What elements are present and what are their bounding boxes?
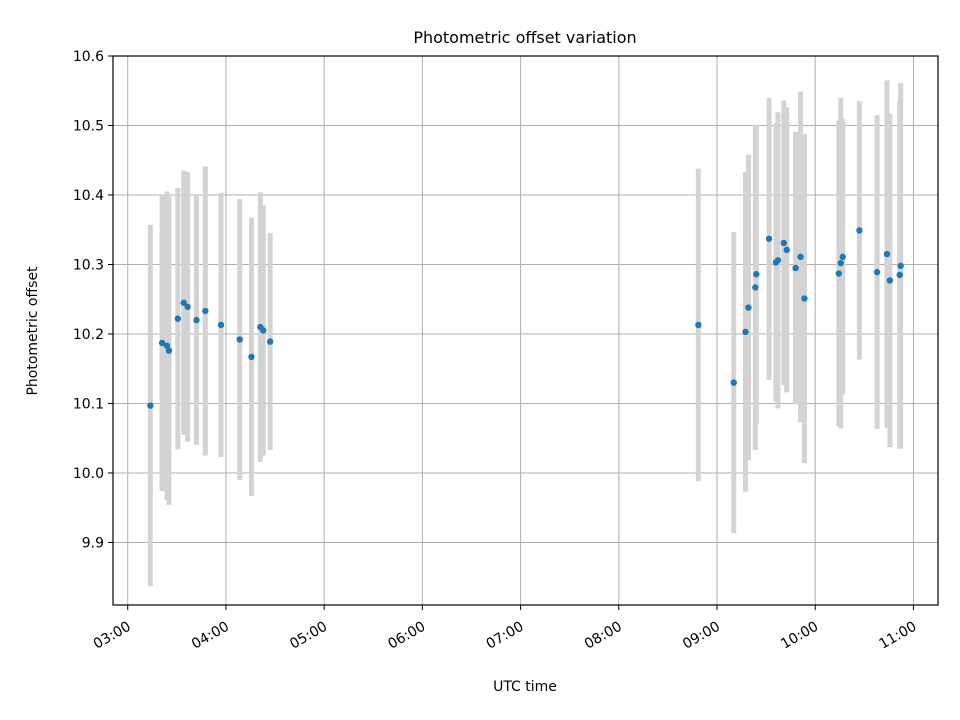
data-point [174,315,182,322]
data-point [897,262,904,270]
data-point [753,271,760,278]
data-point [163,342,171,349]
data-point [774,257,782,264]
data-point [236,336,243,343]
data-point [883,250,891,258]
data-point [260,327,267,334]
data-point [873,268,881,276]
data-point [837,259,844,267]
data-point [147,402,154,409]
data-point [180,299,187,306]
y-tick-label: 9.9 [82,535,104,551]
data-point [886,277,894,284]
data-point [266,338,274,345]
data-point [765,235,773,242]
data-point [184,303,191,311]
data-point [217,321,225,329]
y-tick-label: 10.1 [73,396,104,412]
chart-title: Photometric offset variation [413,28,636,47]
data-point [202,307,209,315]
data-point [248,353,255,361]
x-axis-label: UTC time [493,679,557,695]
point-layer [147,227,904,409]
data-point [752,284,759,291]
data-point [783,246,790,254]
y-axis-label: Photometric offset [25,266,41,396]
y-tick-label: 10.5 [73,118,104,134]
y-tick-label: 10.2 [73,327,104,343]
data-point [742,328,749,336]
data-point [839,253,846,261]
data-point [745,304,752,311]
data-point [835,270,843,277]
data-point [896,271,903,279]
data-point [856,227,863,234]
y-tick-label: 10.4 [73,188,104,204]
data-point [792,264,799,272]
data-point [158,339,166,347]
y-tick-label: 10.6 [73,49,104,65]
data-point [193,316,200,324]
data-point [801,295,808,302]
data-point [695,321,702,329]
plot-frame [112,55,939,606]
data-point [797,253,804,261]
y-tick-label: 10.0 [73,466,104,482]
data-point [730,379,737,386]
data-point [165,347,173,354]
y-tick-label: 10.3 [73,257,104,273]
data-point [780,239,788,247]
